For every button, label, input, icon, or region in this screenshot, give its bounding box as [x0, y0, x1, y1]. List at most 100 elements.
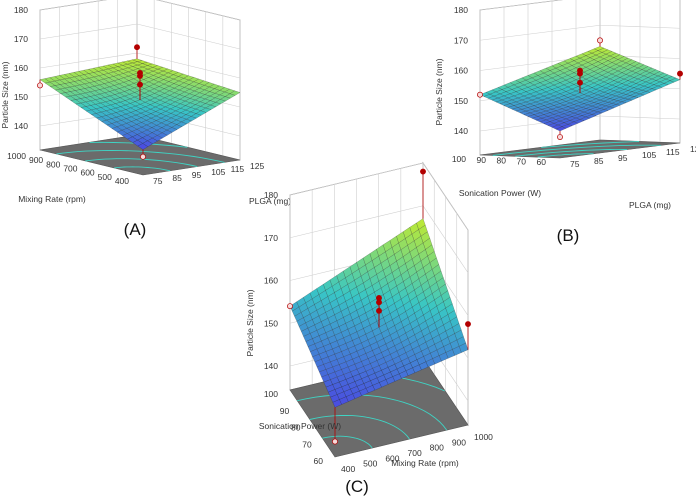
y-axis-title: Mixing Rate (rpm) — [18, 194, 86, 204]
y-tick-label: 60 — [537, 157, 547, 167]
tick-labels: 75 85 95 105 115 125 60 70 80 90 100 140 150 160 170 18… — [452, 5, 696, 169]
contour-line — [297, 394, 448, 431]
z-tick-label: 170 — [14, 34, 28, 44]
contour-line — [309, 414, 410, 440]
z-tick-label: 140 — [14, 121, 28, 131]
x-tick-label: 700 — [408, 448, 422, 458]
x-tick-label: 105 — [211, 167, 225, 177]
response-surface — [479, 46, 681, 132]
x-tick-label: 600 — [385, 453, 399, 463]
surface-cell — [555, 126, 567, 132]
design-point — [577, 70, 583, 77]
contour-line — [56, 150, 225, 163]
y-tick-label: 700 — [63, 164, 77, 174]
y-tick-label: 70 — [302, 439, 312, 449]
x-tick-label: 115 — [231, 164, 245, 174]
z-tick-label: 150 — [264, 318, 278, 328]
x-tick-label: 95 — [192, 170, 202, 180]
x-tick-label: 95 — [618, 153, 628, 163]
z-axis-title: Particle Size (nm) — [245, 289, 255, 356]
design-point — [420, 168, 426, 175]
z-axis-title: Particle Size (nm) — [434, 58, 444, 125]
z-tick-label: 170 — [264, 233, 278, 243]
z-tick-label: 140 — [454, 126, 468, 136]
z-tick-label: 150 — [14, 92, 28, 102]
x-tick-label: 800 — [430, 443, 444, 453]
floor-contours — [492, 141, 661, 158]
wall-gridline — [39, 0, 107, 11]
panel-label: (A) — [124, 220, 147, 239]
y-tick-label: 60 — [314, 456, 324, 466]
x-axis-title: PLGA (mg) — [629, 200, 671, 210]
z-tick-label: 180 — [264, 190, 278, 200]
x-tick-label: 500 — [363, 459, 377, 469]
x-tick-label: 105 — [642, 150, 656, 160]
design-points — [477, 37, 683, 140]
contour-line — [515, 148, 628, 157]
z-tick-label: 160 — [264, 276, 278, 286]
response-surface — [39, 58, 241, 150]
z-axis-title: Particle Size (nm) — [0, 61, 10, 128]
x-tick-label: 75 — [570, 159, 580, 169]
design-point — [332, 438, 338, 445]
y-tick-label: 90 — [280, 406, 290, 416]
design-point — [37, 82, 43, 89]
floor-plane — [479, 139, 681, 159]
design-point — [137, 81, 143, 88]
x-tick-label: 125 — [250, 161, 264, 171]
response-surface — [289, 218, 469, 408]
contour-line — [541, 141, 640, 148]
y-axis-title: Sonication Power (W) — [459, 188, 541, 198]
z-tick-label: 140 — [264, 361, 278, 371]
contour-line — [537, 153, 594, 158]
panel-b: 75 85 95 105 115 125 60 70 80 90 100 140 150 160 170 18… — [434, 0, 696, 245]
x-tick-label: 75 — [153, 176, 163, 186]
y-tick-label: 70 — [517, 156, 527, 166]
x-tick-label: 125 — [690, 144, 696, 154]
design-point — [376, 307, 382, 314]
design-point — [137, 72, 143, 79]
x-tick-label: 900 — [452, 437, 466, 447]
design-point — [597, 37, 603, 44]
contour-line — [492, 144, 661, 156]
y-tick-label: 500 — [98, 172, 112, 182]
x-tick-label: 85 — [594, 156, 604, 166]
x-tick-label: 1000 — [474, 432, 493, 442]
z-tick-label: 160 — [454, 66, 468, 76]
design-points — [287, 168, 471, 445]
z-tick-label: 180 — [454, 5, 468, 15]
x-tick-label: 85 — [172, 173, 182, 183]
panel-label: (C) — [345, 477, 369, 496]
surface-cell — [137, 143, 149, 150]
design-point — [557, 134, 563, 140]
wall-gridline — [479, 0, 563, 11]
y-tick-label: 80 — [497, 156, 507, 166]
contour-line — [114, 166, 171, 172]
y-tick-label: 90 — [477, 155, 487, 165]
wall-gridline — [479, 24, 601, 41]
design-point — [287, 303, 293, 310]
y-tick-label: 100 — [452, 154, 466, 164]
z-tick-label: 160 — [14, 63, 28, 73]
design-point — [577, 79, 583, 86]
design-points — [37, 44, 146, 160]
y-tick-label: 600 — [80, 168, 94, 178]
y-tick-label: 1000 — [7, 151, 26, 161]
wall-gridline — [39, 52, 138, 69]
x-tick-label: 400 — [341, 464, 355, 474]
y-tick-label: 80 — [291, 423, 301, 433]
y-tick-label: 400 — [115, 176, 129, 186]
design-point — [140, 153, 146, 160]
x-axis-title: PLGA (mg) — [249, 196, 291, 206]
design-point — [465, 321, 471, 327]
contour-line — [322, 435, 373, 449]
design-point — [477, 91, 483, 98]
wall-gridline — [39, 23, 138, 40]
z-tick-label: 180 — [14, 5, 28, 15]
design-point — [376, 299, 382, 306]
surface-cell — [332, 399, 342, 408]
